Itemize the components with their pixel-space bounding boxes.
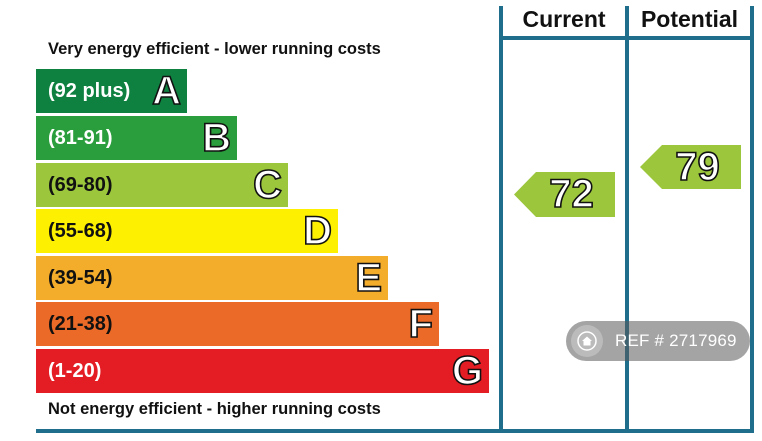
band-letter: C bbox=[252, 162, 282, 208]
band-d: (55-68) D bbox=[36, 208, 338, 254]
band-letter: F bbox=[408, 301, 434, 347]
band-letter: A bbox=[151, 68, 181, 114]
column-divider-left bbox=[499, 6, 503, 433]
band-range-label: (1-20) bbox=[48, 360, 102, 382]
header-underline bbox=[499, 36, 754, 40]
potential-column-header: Potential bbox=[640, 6, 739, 32]
band-range-label: (21-38) bbox=[48, 313, 113, 335]
top-caption: Very energy efficient - lower running co… bbox=[48, 40, 381, 58]
house-icon bbox=[571, 325, 603, 357]
current-rating-arrow: 72 bbox=[514, 171, 615, 217]
bottom-caption: Not energy efficient - higher running co… bbox=[48, 400, 381, 418]
frame-bottom-line bbox=[36, 429, 754, 433]
band-f: (21-38) F bbox=[36, 301, 439, 347]
band-letter: D bbox=[302, 208, 332, 254]
column-divider-middle bbox=[625, 6, 629, 433]
current-column-header: Current bbox=[522, 6, 606, 32]
band-b: (81-91) B bbox=[36, 115, 237, 161]
reference-watermark: REF # 2717969 bbox=[566, 321, 750, 361]
potential-rating-arrow: 79 bbox=[640, 144, 741, 190]
band-range-label: (55-68) bbox=[48, 220, 113, 242]
potential-arrow-shape bbox=[640, 145, 741, 189]
potential-rating-value: 79 bbox=[674, 144, 720, 190]
band-c: (69-80) C bbox=[36, 162, 288, 208]
band-a: (92 plus) A bbox=[36, 68, 187, 114]
current-arrow-shape bbox=[514, 172, 615, 217]
band-range-label: (39-54) bbox=[48, 267, 113, 289]
band-g: (1-20) G bbox=[36, 348, 489, 394]
column-divider-right bbox=[750, 6, 754, 433]
band-letter: G bbox=[451, 348, 484, 394]
band-e: (39-54) E bbox=[36, 255, 388, 301]
reference-text: REF # 2717969 bbox=[615, 331, 737, 350]
band-range-label: (69-80) bbox=[48, 174, 113, 196]
band-range-label: (81-91) bbox=[48, 127, 113, 149]
band-range-label: (92 plus) bbox=[48, 80, 131, 102]
current-rating-value: 72 bbox=[548, 171, 594, 217]
band-letter: B bbox=[201, 115, 231, 161]
band-letter: E bbox=[355, 255, 383, 301]
